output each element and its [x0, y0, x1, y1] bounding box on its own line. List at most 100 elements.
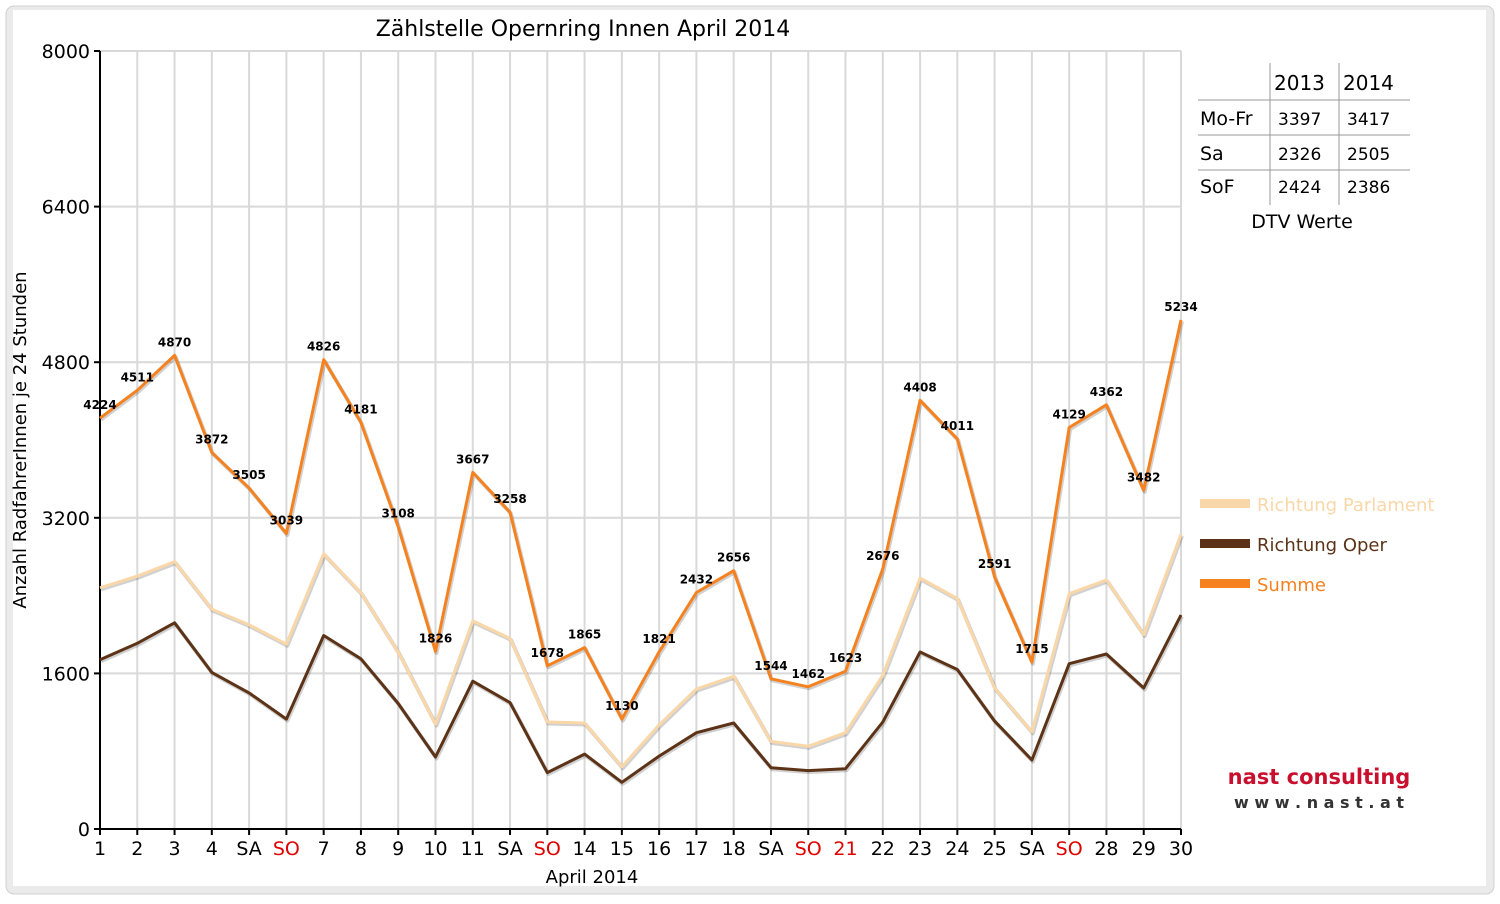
y-tick-label: 8000 — [42, 41, 90, 63]
y-tick-label: 1600 — [42, 663, 90, 685]
x-tick-label: 8 — [355, 838, 367, 860]
data-label: 1826 — [419, 631, 452, 645]
data-label: 3667 — [456, 452, 489, 466]
data-label-layer: 4224 4511 4870 3872 3505 3039 4826 4181 3108 1826… — [83, 300, 1197, 713]
data-label: 2432 — [680, 572, 713, 586]
data-label: 1821 — [642, 632, 675, 646]
y-axis-title: Anzahl RadfahrerInnen je 24 Stunden — [10, 271, 31, 608]
x-tick-label: SO — [1056, 838, 1083, 860]
data-label: 1544 — [754, 659, 787, 673]
table-cell: 3417 — [1347, 110, 1390, 130]
x-tick-label: 23 — [908, 838, 932, 860]
logo-name: nast consulting — [1228, 765, 1411, 789]
table-cell: 2505 — [1347, 145, 1390, 165]
x-tick-label: 18 — [722, 838, 746, 860]
data-label: 5234 — [1164, 300, 1197, 314]
logo-background — [1200, 750, 1443, 825]
data-label: 2656 — [717, 551, 750, 565]
chart-title: Zählstelle Opernring Innen April 2014 — [376, 17, 791, 42]
x-tick-label: 17 — [684, 838, 708, 860]
data-label: 4826 — [307, 340, 340, 354]
y-tick-label: 6400 — [42, 197, 90, 219]
legend-swatch — [1200, 579, 1250, 588]
x-tick-label: 29 — [1132, 838, 1156, 860]
data-label: 4224 — [83, 398, 116, 412]
data-label: 4511 — [121, 370, 154, 384]
data-label: 1715 — [1015, 642, 1048, 656]
data-label: 4181 — [344, 402, 377, 416]
y-tick-label: 0 — [78, 819, 90, 841]
x-tick-label: 24 — [945, 838, 969, 860]
legend-label: Richtung Oper — [1257, 535, 1388, 556]
table-cell: 2326 — [1278, 145, 1321, 165]
x-tick-label: SO — [795, 838, 822, 860]
x-tick-label: 4 — [206, 838, 218, 860]
x-tick-label: 14 — [572, 838, 596, 860]
x-tick-label: SO — [534, 838, 561, 860]
legend-label: Summe — [1257, 575, 1326, 596]
x-tick-label: SA — [236, 838, 261, 860]
series-layer — [99, 319, 1184, 786]
data-label: 2676 — [866, 549, 899, 563]
x-tick-label: 9 — [392, 838, 404, 860]
data-label: 4362 — [1090, 385, 1123, 399]
table-header-2013: 2013 — [1274, 71, 1325, 95]
table-cell: 3397 — [1278, 110, 1321, 130]
dtv-table: 2013 2014 Mo-Fr 3397 3417 Sa 2326 2505 S… — [1198, 63, 1410, 233]
series-line-summe — [99, 319, 1183, 721]
data-label: 1678 — [531, 646, 564, 660]
legend: Richtung Parlament Richtung Oper Summe — [1200, 495, 1434, 596]
data-label: 1462 — [792, 667, 825, 681]
x-tick-label: 28 — [1094, 838, 1118, 860]
table-caption: DTV Werte — [1251, 211, 1353, 233]
series-line-richtung-parlament — [99, 533, 1183, 769]
data-label: 1623 — [829, 651, 862, 665]
table-row-label: Mo-Fr — [1200, 108, 1253, 130]
data-label: 1130 — [605, 699, 638, 713]
x-tick-label: 30 — [1169, 838, 1193, 860]
axis-layer: 0 1600 3200 4800 6400 8000 1 2 3 4 SA SO 7 8 9 10 11 SA SO… — [42, 41, 1193, 860]
x-tick-label: 10 — [423, 838, 447, 860]
logo-url: w w w . n a s t . a t — [1234, 793, 1404, 812]
x-tick-label: 22 — [871, 838, 895, 860]
x-tick-label: 2 — [131, 838, 143, 860]
x-tick-label: 1 — [94, 838, 106, 860]
data-label: 2591 — [978, 557, 1011, 571]
data-label: 4870 — [158, 335, 191, 349]
data-label: 1865 — [568, 628, 601, 642]
data-label: 3039 — [270, 513, 303, 527]
table-header-2014: 2014 — [1343, 71, 1394, 95]
x-tick-label: SO — [273, 838, 300, 860]
x-tick-label: 21 — [833, 838, 857, 860]
legend-swatch — [1200, 539, 1250, 548]
table-cell: 2386 — [1347, 178, 1390, 198]
x-tick-label: SA — [1019, 838, 1044, 860]
data-label: 3108 — [382, 507, 415, 521]
x-tick-label: 25 — [983, 838, 1007, 860]
data-label: 4408 — [903, 380, 936, 394]
data-label: 4011 — [941, 419, 974, 433]
data-label: 3872 — [195, 432, 228, 446]
grid-layer — [100, 50, 1182, 829]
data-label: 3505 — [232, 468, 265, 482]
data-label: 3482 — [1127, 470, 1160, 484]
data-label: 3258 — [493, 492, 526, 506]
x-tick-label: SA — [497, 838, 522, 860]
legend-swatch — [1200, 499, 1250, 508]
table-row-label: SoF — [1200, 176, 1235, 198]
legend-label: Richtung Parlament — [1257, 495, 1434, 516]
y-tick-label: 4800 — [42, 352, 90, 374]
table-cell: 2424 — [1278, 178, 1321, 198]
x-tick-label: 16 — [647, 838, 671, 860]
x-tick-label: 7 — [318, 838, 330, 860]
data-label: 4129 — [1052, 407, 1085, 421]
table-row-label: Sa — [1200, 143, 1224, 165]
x-tick-label: SA — [758, 838, 783, 860]
x-axis-title: April 2014 — [546, 867, 639, 888]
x-tick-label: 15 — [610, 838, 634, 860]
x-tick-label: 11 — [461, 838, 485, 860]
series-line-richtung-oper — [99, 614, 1183, 784]
y-tick-label: 3200 — [42, 508, 90, 530]
